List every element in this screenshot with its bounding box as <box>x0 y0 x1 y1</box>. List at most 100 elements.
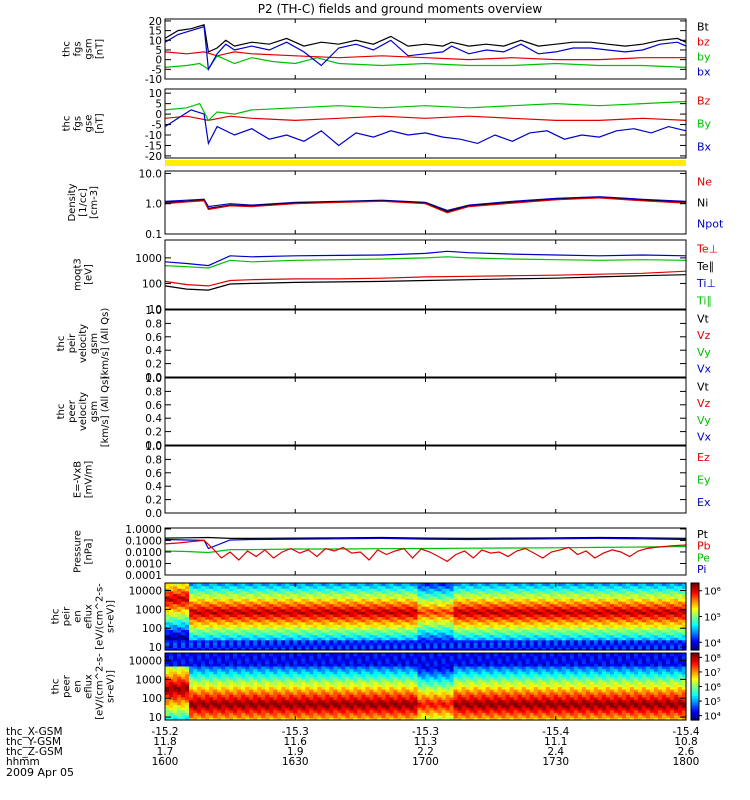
heatmap-cell <box>609 588 615 592</box>
heatmap-cell <box>305 686 310 690</box>
heatmap-cell <box>553 613 559 618</box>
heatmap-cell <box>177 606 182 610</box>
heatmap-cell <box>681 634 687 638</box>
heatmap-cell <box>461 585 467 589</box>
heatmap-cell <box>633 598 639 602</box>
heatmap-cell <box>185 647 190 651</box>
heatmap-cell <box>505 611 511 615</box>
heatmap-cell <box>225 585 230 589</box>
heatmap-cell <box>313 595 318 600</box>
heatmap-cell <box>189 624 194 628</box>
heatmap-cell <box>245 603 250 607</box>
heatmap-cell <box>605 613 611 618</box>
heatmap-cell <box>285 691 290 695</box>
heatmap-cell <box>489 590 495 594</box>
heatmap-cell <box>321 598 326 602</box>
heatmap-cell <box>441 624 447 628</box>
heatmap-cell <box>433 639 439 643</box>
heatmap-cell <box>449 583 455 587</box>
legend-entry: Te∥ <box>696 260 714 273</box>
heatmap-cell <box>613 642 619 646</box>
legend-entry: Vy <box>697 414 711 427</box>
heatmap-cell <box>177 624 182 628</box>
heatmap-cell <box>301 660 306 664</box>
heatmap-cell <box>225 668 230 672</box>
heatmap-cell <box>281 694 286 698</box>
heatmap-cell <box>289 637 294 641</box>
heatmap-cell <box>365 593 370 597</box>
heatmap-cell <box>577 583 583 587</box>
heatmap-cell <box>265 626 270 630</box>
heatmap-cell <box>437 619 443 623</box>
heatmap-cell <box>253 665 258 670</box>
heatmap-cell <box>197 606 202 610</box>
heatmap-cell <box>589 585 595 589</box>
heatmap-cell <box>193 621 198 625</box>
heatmap-cell <box>545 639 551 643</box>
heatmap-cell <box>433 590 439 594</box>
heatmap-cell <box>165 689 170 693</box>
heatmap-cell <box>241 686 246 690</box>
heatmap-cell <box>669 616 675 620</box>
heatmap-cell <box>449 595 455 600</box>
heatmap-cell <box>325 595 330 600</box>
heatmap-cell <box>449 621 455 625</box>
heatmap-cell <box>585 585 591 589</box>
heatmap-cell <box>501 603 507 607</box>
heatmap-cell <box>353 637 358 641</box>
heatmap-cell <box>329 631 334 636</box>
heatmap-cell <box>461 611 467 615</box>
heatmap-cell <box>673 598 679 602</box>
heatmap-cell <box>317 686 322 690</box>
heatmap-cell <box>269 624 274 628</box>
heatmap-cell <box>201 704 206 708</box>
heatmap-cell <box>389 585 395 589</box>
heatmap-cell <box>289 606 294 610</box>
heatmap-cell <box>205 629 210 633</box>
heatmap-cell <box>281 634 286 638</box>
heatmap-cell <box>297 637 302 641</box>
heatmap-cell <box>317 671 322 675</box>
heatmap-cell <box>349 631 354 636</box>
heatmap-cell <box>221 699 226 703</box>
heatmap-cell <box>377 583 383 587</box>
heatmap-cell <box>417 647 423 651</box>
heatmap-cell <box>409 629 415 633</box>
heatmap-cell <box>373 585 379 589</box>
heatmap-cell <box>237 644 242 649</box>
heatmap-cell <box>209 619 214 623</box>
heatmap-cell <box>681 619 687 623</box>
heatmap-cell <box>301 619 306 623</box>
heatmap-cell <box>641 644 647 649</box>
heatmap-cell <box>173 671 178 675</box>
heatmap-cell <box>637 631 643 636</box>
heatmap-cell <box>381 621 387 625</box>
heatmap-cell <box>241 631 246 636</box>
heatmap-cell <box>553 642 559 646</box>
heatmap-cell <box>349 590 354 594</box>
heatmap-cell <box>221 678 226 682</box>
heatmap-cell <box>253 689 258 693</box>
heatmap-cell <box>493 590 499 594</box>
heatmap-cell <box>229 668 234 672</box>
heatmap-cell <box>425 619 431 623</box>
heatmap-cell <box>629 639 635 643</box>
heatmap-cell <box>257 647 262 651</box>
heatmap-cell <box>485 583 491 587</box>
heatmap-cell <box>553 590 559 594</box>
heatmap-cell <box>585 631 591 636</box>
heatmap-cell <box>421 611 427 615</box>
heatmap-cell <box>165 644 170 649</box>
heatmap-cell <box>625 626 631 630</box>
heatmap-cell <box>481 593 487 597</box>
heatmap-cell <box>213 642 218 646</box>
heatmap-cell <box>517 629 523 633</box>
heatmap-cell <box>565 598 571 602</box>
heatmap-cell <box>521 647 527 651</box>
heatmap-cell <box>313 644 318 649</box>
heatmap-cell <box>169 624 174 628</box>
heatmap-cell <box>509 613 515 618</box>
heatmap-cell <box>289 619 294 623</box>
heatmap-cell <box>349 629 354 633</box>
